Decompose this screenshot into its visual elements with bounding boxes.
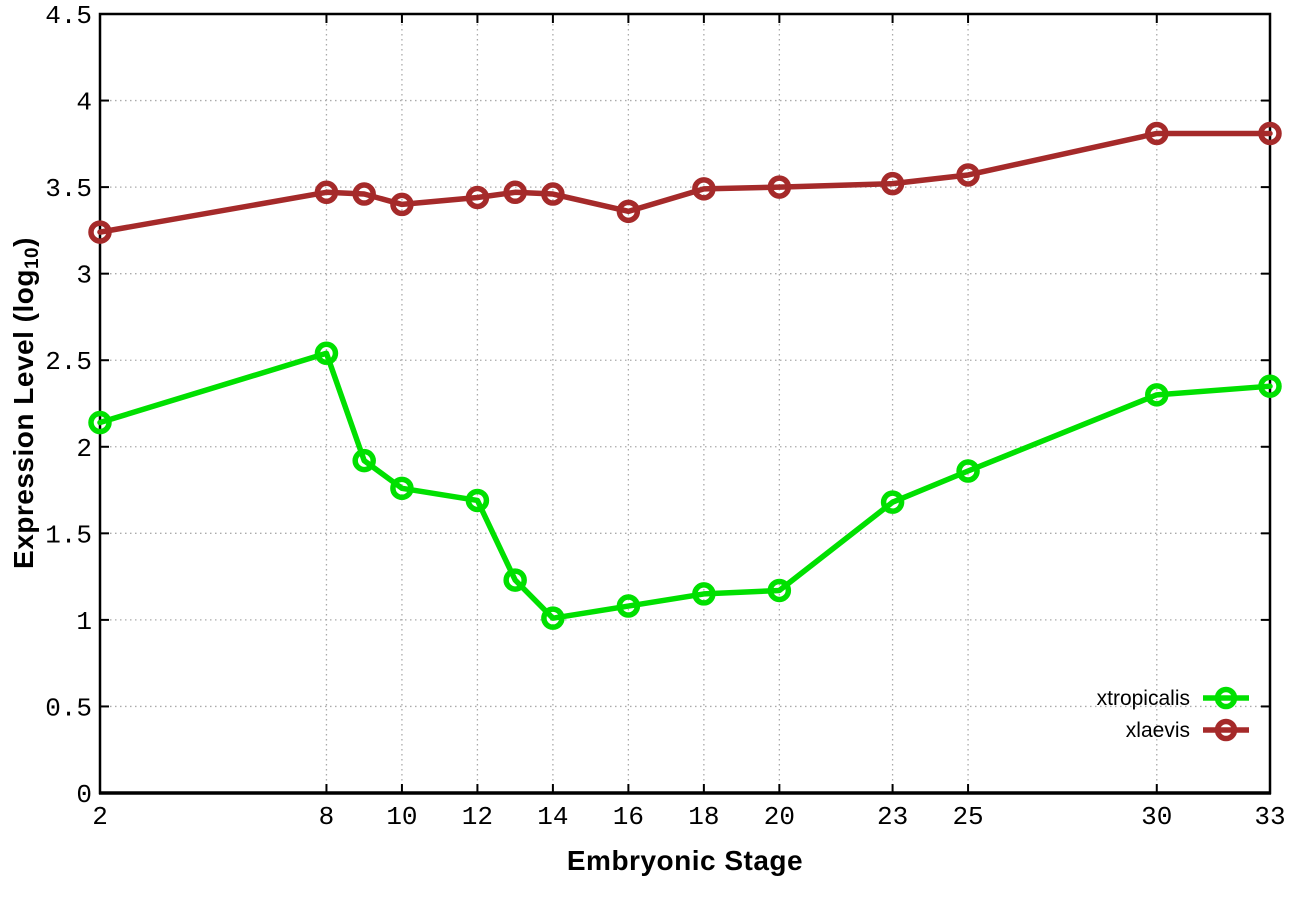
x-tick-label: 2 — [92, 802, 108, 832]
y-axis-title-subscript: 10 — [22, 246, 44, 270]
y-tick-label: 3 — [76, 261, 92, 291]
y-tick-label: 2.5 — [45, 347, 92, 377]
data-point-xtropicalis — [880, 490, 905, 514]
series-line-xtropicalis — [97, 350, 1273, 621]
x-tick-label: 14 — [537, 802, 568, 832]
data-point-xlaevis — [88, 220, 112, 244]
x-tick-label: 8 — [319, 802, 335, 832]
data-point-xtropicalis — [390, 476, 414, 501]
line-point-marker-icon — [1203, 718, 1249, 742]
data-point-xlaevis — [956, 163, 980, 187]
data-point-xtropicalis — [1145, 383, 1169, 407]
y-tick-label: 4 — [76, 88, 92, 118]
data-point-xlaevis — [616, 199, 641, 224]
x-tick-label: 33 — [1254, 802, 1285, 832]
data-point-xlaevis — [503, 180, 527, 205]
data-point-xlaevis — [880, 171, 905, 196]
y-tick-label: 1 — [76, 607, 92, 637]
x-tick-label: 20 — [764, 802, 795, 832]
data-point-xtropicalis — [541, 606, 565, 630]
data-point-xtropicalis — [1258, 374, 1282, 398]
x-tick-label: 25 — [952, 802, 983, 832]
x-tick-label: 23 — [877, 802, 908, 832]
x-tick-label: 30 — [1141, 802, 1172, 832]
y-tick-label: 0 — [76, 780, 92, 810]
data-point-xlaevis — [692, 177, 716, 201]
data-point-xlaevis — [1258, 121, 1282, 146]
data-point-xtropicalis — [616, 594, 641, 618]
legend-label: xtropicalis — [1096, 686, 1190, 710]
data-point-xlaevis — [541, 182, 565, 206]
data-point-xlaevis — [352, 182, 376, 206]
x-tick-label: 18 — [688, 802, 719, 832]
y-tick-label: 0.5 — [45, 693, 92, 723]
data-point-xtropicalis — [767, 578, 792, 603]
plot-border — [98, 12, 1272, 795]
legend-item: xlaevis — [1097, 714, 1252, 746]
y-tick-label: 4.5 — [45, 1, 92, 31]
y-axis-title-text: Expression Level (log — [7, 269, 39, 569]
y-axis-title-close: ) — [7, 237, 39, 247]
data-point-xtropicalis — [692, 582, 716, 606]
x-tick-label: 12 — [462, 802, 493, 832]
data-point-xtropicalis — [465, 488, 490, 513]
line-point-marker-icon — [1203, 686, 1249, 710]
data-point-xtropicalis — [956, 459, 980, 483]
data-point-xtropicalis — [352, 448, 376, 473]
data-point-xlaevis — [390, 192, 414, 217]
data-point-xlaevis — [465, 185, 490, 210]
x-axis-title: Embryonic Stage — [566, 845, 804, 876]
legend-item: xtropicalis — [1097, 682, 1252, 714]
y-tick-label: 3.5 — [45, 174, 92, 204]
data-point-xtropicalis — [88, 410, 112, 435]
data-point-xlaevis — [767, 175, 792, 199]
data-point-xlaevis — [1145, 121, 1169, 146]
legend: xtropicalis xlaevis — [1097, 682, 1252, 746]
data-point-xlaevis — [314, 180, 339, 205]
y-tick-label: 2 — [76, 434, 92, 464]
y-axis-title: Expression Level (log10) — [8, 237, 44, 569]
legend-label: xlaevis — [1125, 718, 1190, 742]
data-point-xtropicalis — [503, 568, 527, 592]
x-tick-label: 10 — [386, 802, 417, 832]
x-tick-label: 16 — [613, 802, 644, 832]
data-point-xtropicalis — [314, 341, 339, 366]
y-tick-label: 1.5 — [45, 520, 92, 550]
series-line-xlaevis — [97, 130, 1273, 235]
